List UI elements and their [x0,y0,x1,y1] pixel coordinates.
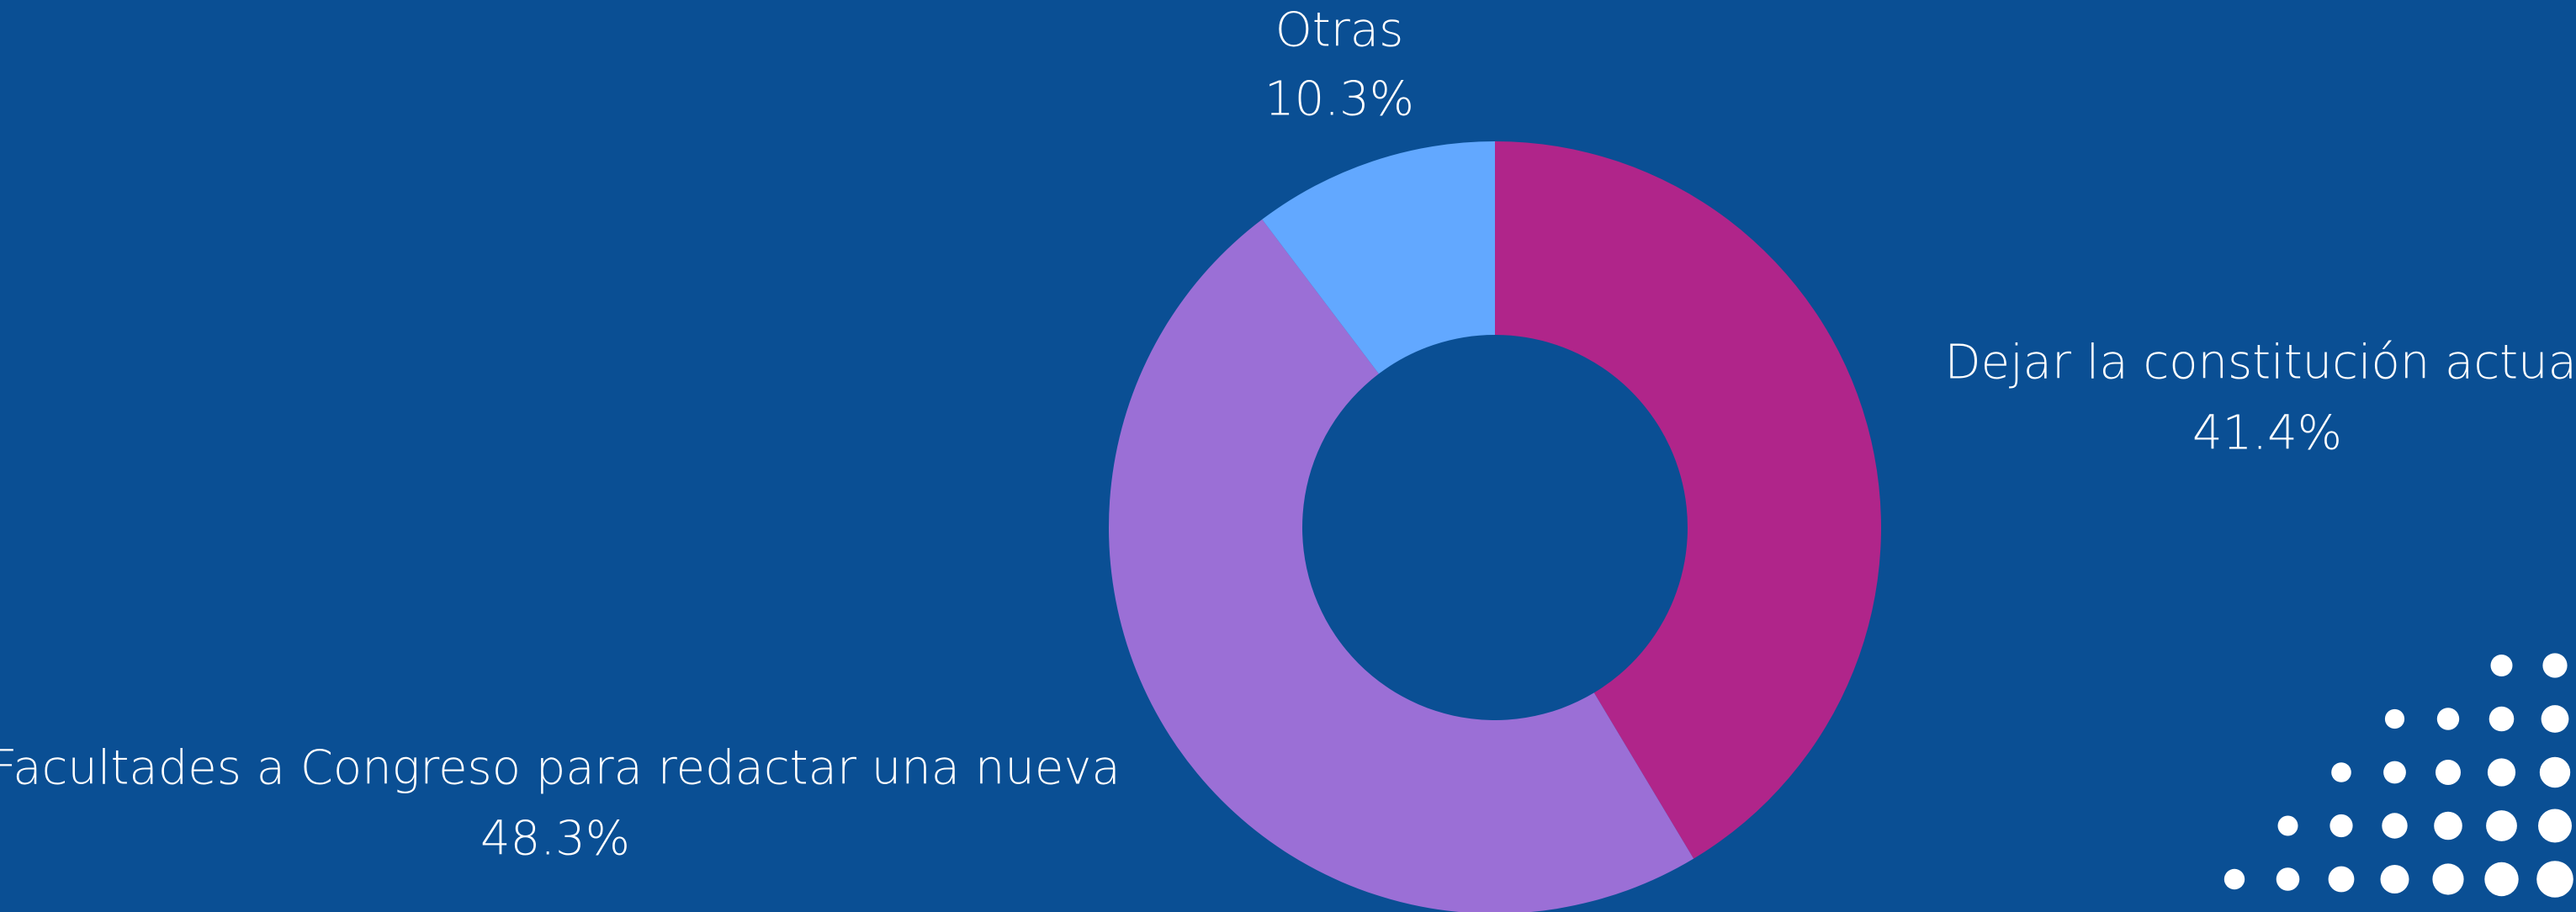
dot [2539,756,2571,788]
dot [2276,867,2300,891]
value-label: 41.4% [2192,406,2342,460]
dot [2541,705,2569,733]
value-label: 48.3% [480,811,630,866]
dot [2538,809,2572,843]
dot [2224,868,2245,890]
dot [2383,761,2406,784]
donut-slice [1495,141,1881,859]
dot [2434,811,2462,840]
dot [2384,708,2405,729]
slice-label: Dejar la constitución actual [1945,335,2576,390]
dot [2484,862,2519,897]
donut-slice [1262,141,1495,374]
dot [2436,760,2461,785]
dot [2487,758,2516,787]
dot [2436,708,2460,730]
dot [2536,861,2573,898]
dot [2328,866,2355,893]
dot [2432,863,2464,895]
dot [2382,813,2408,839]
dot [2542,653,2568,678]
dot [2277,815,2298,836]
dot [2330,814,2353,838]
dot [2380,865,2409,893]
decoration [2224,653,2573,898]
dot [2486,810,2517,841]
dot [2331,762,2351,782]
donut-slice [1109,219,1694,912]
dot [2489,706,2515,732]
dot [2490,655,2513,676]
slice-label: Facultades a Congreso para redactar una … [0,740,1121,795]
slice-label: Otras [1275,3,1404,57]
value-label: 10.3% [1264,72,1414,126]
